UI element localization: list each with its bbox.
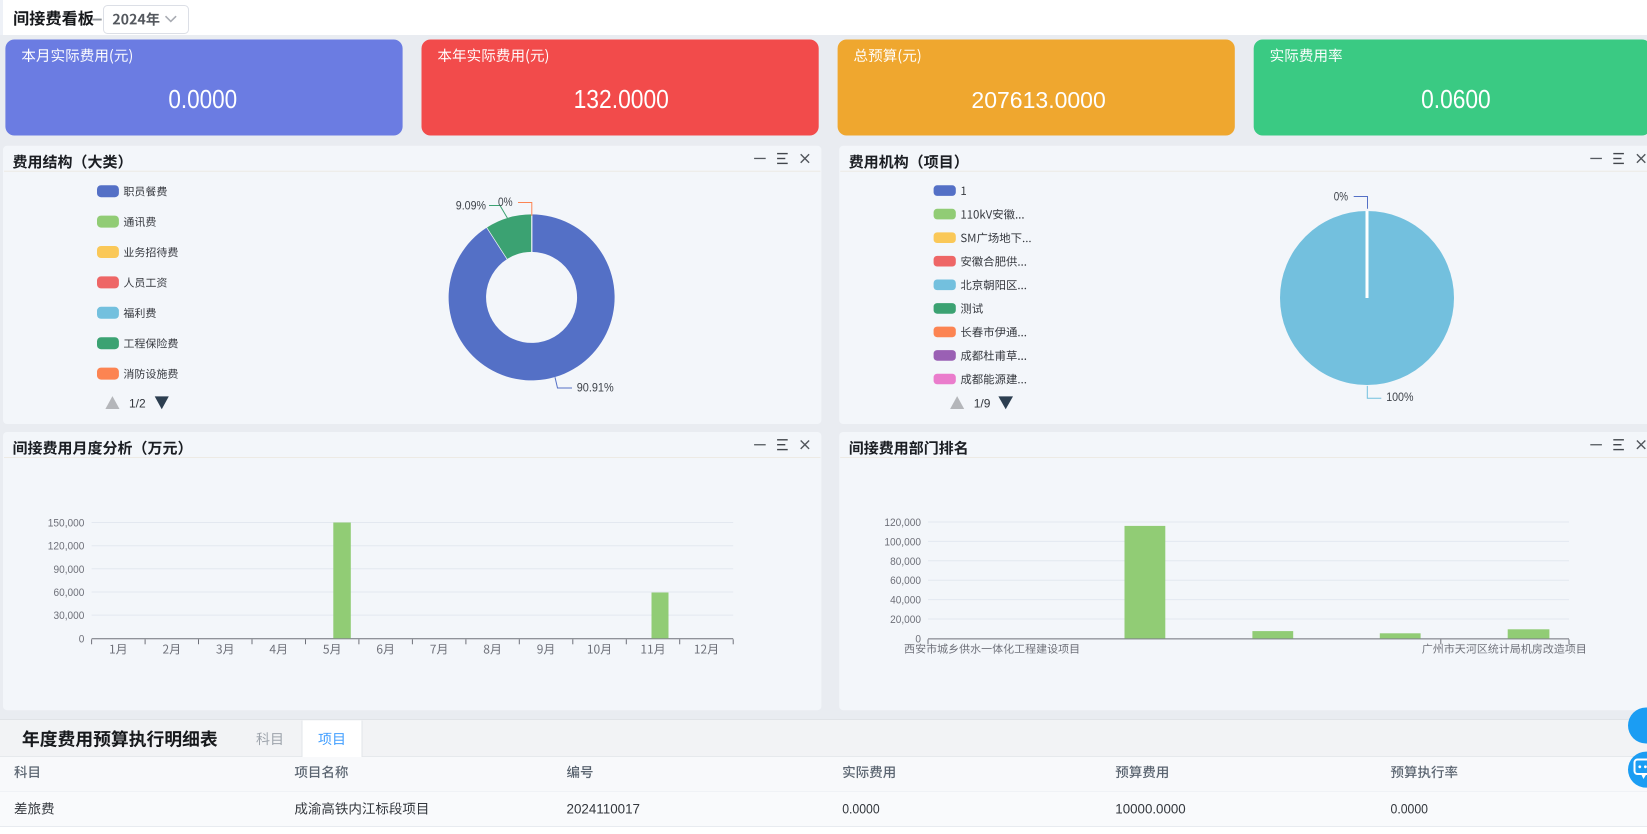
svg-text:0.0600: 0.0600: [1421, 86, 1491, 114]
svg-text:120,000: 120,000: [48, 541, 85, 553]
svg-text:0%: 0%: [1334, 191, 1348, 203]
svg-text:0: 0: [915, 633, 921, 645]
svg-text:0%: 0%: [498, 197, 513, 209]
svg-text:0.0000: 0.0000: [168, 86, 237, 114]
svg-text:90.91%: 90.91%: [577, 382, 614, 394]
svg-text:40,000: 40,000: [890, 595, 921, 607]
svg-text:100,000: 100,000: [884, 536, 921, 548]
svg-text:132.0000: 132.0000: [574, 86, 669, 114]
svg-text:60,000: 60,000: [54, 587, 85, 599]
svg-text:60,000: 60,000: [890, 575, 921, 587]
svg-text:10000.0000: 10000.0000: [1115, 802, 1185, 817]
svg-text:9.09%: 9.09%: [456, 200, 486, 212]
svg-text:120,000: 120,000: [884, 517, 921, 529]
svg-text:0: 0: [79, 633, 85, 645]
svg-text:150,000: 150,000: [48, 518, 85, 530]
svg-text:207613.0000: 207613.0000: [971, 87, 1105, 113]
svg-text:1/9: 1/9: [974, 396, 991, 410]
svg-text:80,000: 80,000: [890, 556, 921, 568]
svg-text:2024110017: 2024110017: [567, 802, 641, 817]
svg-text:1/2: 1/2: [129, 396, 146, 410]
svg-text:20,000: 20,000: [890, 614, 921, 626]
svg-text:0.0000: 0.0000: [1391, 802, 1429, 817]
svg-text:100%: 100%: [1386, 392, 1413, 404]
svg-text:30,000: 30,000: [54, 610, 85, 622]
svg-text:0.0000: 0.0000: [842, 802, 880, 817]
svg-text:90,000: 90,000: [54, 564, 85, 576]
